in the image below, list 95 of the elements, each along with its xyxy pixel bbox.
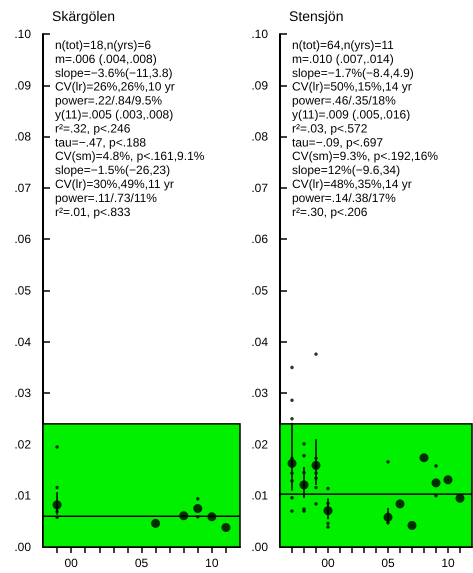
annotation: r²=.32, p<.246 — [55, 121, 131, 136]
point — [290, 471, 294, 475]
point — [55, 510, 59, 514]
y-tick-label: .00 — [14, 540, 32, 554]
point — [196, 514, 200, 518]
point — [221, 523, 230, 532]
x-tick-label: 10 — [441, 556, 455, 570]
annotation: y(11)=.005 (.003,.008) — [55, 108, 174, 122]
x-tick-label: 00 — [64, 556, 78, 570]
y-tick-label: .08 — [14, 130, 32, 144]
y-tick-label: .07 — [14, 180, 32, 195]
point — [326, 502, 330, 506]
point — [193, 504, 202, 514]
point — [384, 512, 392, 522]
annotation: m=.010 (.007,.014) — [292, 52, 394, 66]
point — [290, 496, 294, 500]
annotation: power=.46/.35/18% — [292, 94, 396, 108]
chart-title: Skärgölen — [52, 8, 116, 24]
annotation: slope=−1.7%(−8.4,4.9) — [292, 66, 414, 80]
y-tick-label: .06 — [251, 232, 268, 246]
x-tick-label: 10 — [205, 556, 219, 570]
y-tick-label: .01 — [14, 488, 32, 503]
y-tick-label: .10 — [251, 27, 268, 41]
point — [55, 445, 59, 449]
y-tick-label: .04 — [14, 334, 32, 349]
y-tick-label: .09 — [251, 78, 268, 92]
y-tick-label: .05 — [14, 284, 32, 298]
point — [179, 511, 188, 520]
annotation: tau=−.47, p<.188 — [55, 135, 146, 150]
point — [290, 417, 294, 420]
x-tick-label: 00 — [321, 556, 335, 570]
chart-title: Stensjön — [289, 8, 344, 24]
annotation: r²=.30, p<.206 — [292, 204, 368, 219]
point — [300, 480, 308, 490]
y-tick-label: .04 — [251, 334, 268, 349]
point — [302, 442, 306, 446]
annotation: CV(lr)=26%,26%,10 yr — [55, 80, 175, 94]
point — [288, 458, 296, 468]
y-tick-label: .10 — [14, 27, 32, 41]
point — [326, 522, 330, 526]
y-tick-label: .03 — [14, 386, 32, 400]
point — [314, 471, 318, 475]
annotation: slope=12%(−9.6,34) — [292, 163, 400, 178]
point — [324, 506, 332, 516]
point — [314, 352, 318, 356]
point — [302, 470, 306, 474]
annotation: power=.22/.84/9.5% — [55, 94, 162, 108]
annotation: CV(lr)=50%,15%,14 yr — [292, 80, 412, 94]
y-tick-label: .07 — [251, 180, 268, 195]
point — [420, 453, 428, 462]
point — [290, 456, 294, 460]
x-tick-label: 05 — [134, 556, 148, 570]
point — [396, 499, 404, 508]
annotation: r²=.03, p<.572 — [292, 121, 368, 136]
point — [302, 454, 306, 458]
point — [314, 502, 318, 506]
point — [290, 398, 294, 402]
y-tick-label: .02 — [14, 437, 32, 452]
annotation: r²=.01, p<.833 — [55, 204, 131, 219]
y-tick-label: .02 — [251, 437, 268, 452]
point — [52, 500, 62, 510]
annotation: CV(sm)=9.3%, p<.192,16% — [292, 149, 438, 164]
annotation: slope=−3.6%(−11,3.8) — [55, 66, 173, 80]
point — [314, 476, 318, 480]
annotation: n(tot)=64,n(yrs)=11 — [292, 38, 394, 52]
point — [207, 512, 216, 522]
point — [386, 460, 390, 464]
point — [408, 520, 416, 530]
annotation: tau=−.09, p<.697 — [292, 135, 384, 150]
annotation: power=.14/.38/17% — [292, 190, 396, 205]
point — [290, 479, 294, 483]
point — [386, 521, 390, 525]
y-tick-label: .05 — [251, 284, 268, 298]
y-tick-label: .01 — [251, 488, 268, 503]
point — [444, 475, 452, 484]
point — [196, 497, 200, 501]
annotation: power=.11/.73/11% — [55, 190, 158, 205]
y-tick-label: .00 — [251, 540, 268, 554]
point — [314, 456, 318, 460]
annotation: m=.006 (.004,.008) — [55, 52, 157, 66]
annotation: slope=−1.5%(−26,23) — [55, 163, 170, 178]
annotation: CV(sm)=4.8%, p<.161,9.1% — [55, 149, 205, 164]
x-tick-label: 05 — [381, 556, 395, 570]
point — [456, 494, 464, 503]
annotation: CV(lr)=48%,35%,14 yr — [292, 177, 412, 191]
annotation: CV(lr)=30%,49%,11 yr — [55, 177, 174, 191]
point — [432, 478, 440, 488]
annotation: n(tot)=18,n(yrs)=6 — [55, 38, 152, 52]
y-tick-label: .08 — [251, 130, 268, 144]
point — [151, 518, 160, 528]
y-tick-label: .06 — [14, 232, 32, 246]
y-tick-label: .09 — [14, 78, 32, 92]
point — [55, 486, 59, 490]
annotation: y(11)=.009 (.005,.016) — [292, 108, 410, 122]
y-tick-label: .03 — [251, 386, 268, 400]
